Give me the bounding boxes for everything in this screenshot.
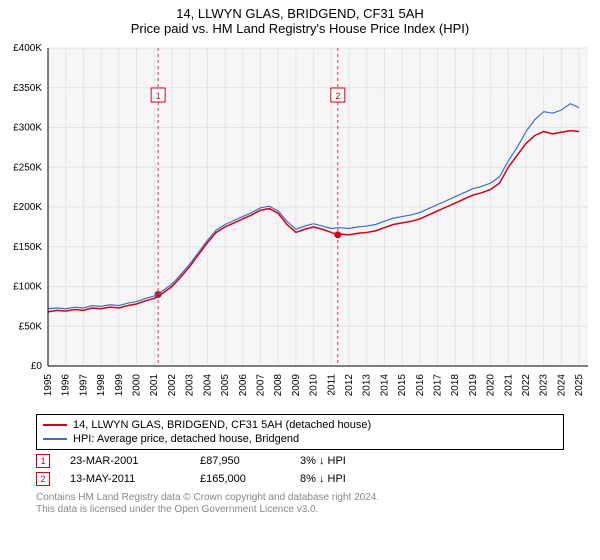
svg-text:£250K: £250K bbox=[13, 162, 42, 173]
svg-text:2013: 2013 bbox=[362, 374, 373, 397]
event-delta: 3% ↓ HPI bbox=[300, 455, 346, 467]
svg-text:2001: 2001 bbox=[149, 374, 160, 397]
svg-text:£100K: £100K bbox=[13, 282, 42, 293]
chart-subtitle: Price paid vs. HM Land Registry's House … bbox=[0, 21, 600, 40]
svg-text:£150K: £150K bbox=[13, 242, 42, 253]
svg-text:1999: 1999 bbox=[114, 374, 125, 397]
svg-text:1998: 1998 bbox=[96, 374, 107, 397]
svg-text:2012: 2012 bbox=[344, 374, 355, 397]
svg-text:2004: 2004 bbox=[202, 374, 213, 397]
svg-text:2007: 2007 bbox=[255, 374, 266, 397]
event-date: 23-MAR-2001 bbox=[70, 455, 180, 467]
event-delta: 8% ↓ HPI bbox=[300, 473, 346, 485]
svg-text:2020: 2020 bbox=[486, 374, 497, 397]
svg-text:2006: 2006 bbox=[238, 374, 249, 397]
event-price: £165,000 bbox=[200, 473, 280, 485]
footer-line: This data is licensed under the Open Gov… bbox=[36, 504, 564, 516]
legend-label: 14, LLWYN GLAS, BRIDGEND, CF31 5AH (deta… bbox=[73, 418, 371, 432]
footer-line: Contains HM Land Registry data © Crown c… bbox=[36, 492, 564, 504]
svg-text:£200K: £200K bbox=[13, 202, 42, 213]
svg-text:2010: 2010 bbox=[309, 374, 320, 397]
svg-text:2023: 2023 bbox=[539, 374, 550, 397]
legend-row: 14, LLWYN GLAS, BRIDGEND, CF31 5AH (deta… bbox=[43, 418, 557, 432]
svg-text:£50K: £50K bbox=[19, 321, 43, 332]
event-row: 2 13-MAY-2011 £165,000 8% ↓ HPI bbox=[36, 470, 564, 488]
svg-text:2021: 2021 bbox=[503, 374, 514, 397]
svg-text:£300K: £300K bbox=[13, 123, 42, 134]
legend-label: HPI: Average price, detached house, Brid… bbox=[73, 432, 299, 446]
address-title: 14, LLWYN GLAS, BRIDGEND, CF31 5AH bbox=[0, 0, 600, 21]
svg-text:2022: 2022 bbox=[521, 374, 532, 397]
event-price: £87,950 bbox=[200, 455, 280, 467]
svg-text:2002: 2002 bbox=[167, 374, 178, 397]
legend-row: HPI: Average price, detached house, Brid… bbox=[43, 432, 557, 446]
svg-text:2017: 2017 bbox=[433, 374, 444, 397]
event-row: 1 23-MAR-2001 £87,950 3% ↓ HPI bbox=[36, 452, 564, 470]
svg-text:2009: 2009 bbox=[291, 374, 302, 397]
svg-text:£0: £0 bbox=[31, 361, 43, 372]
svg-text:£400K: £400K bbox=[13, 43, 42, 54]
svg-text:1: 1 bbox=[156, 91, 161, 101]
event-table: 1 23-MAR-2001 £87,950 3% ↓ HPI 2 13-MAY-2011 £… bbox=[36, 452, 564, 488]
svg-text:2015: 2015 bbox=[397, 374, 408, 397]
event-marker: 1 bbox=[36, 454, 50, 468]
svg-text:2025: 2025 bbox=[574, 374, 585, 397]
svg-text:2008: 2008 bbox=[273, 374, 284, 397]
svg-text:2018: 2018 bbox=[450, 374, 461, 397]
svg-text:1997: 1997 bbox=[78, 374, 89, 397]
svg-text:1996: 1996 bbox=[61, 374, 72, 397]
svg-text:2014: 2014 bbox=[379, 374, 390, 397]
svg-text:2024: 2024 bbox=[556, 374, 567, 397]
svg-text:1995: 1995 bbox=[43, 374, 54, 397]
legend: 14, LLWYN GLAS, BRIDGEND, CF31 5AH (deta… bbox=[36, 414, 564, 450]
event-marker: 2 bbox=[36, 472, 50, 486]
svg-text:2011: 2011 bbox=[326, 374, 337, 396]
svg-text:2019: 2019 bbox=[468, 374, 479, 397]
legend-swatch bbox=[43, 438, 67, 440]
svg-text:2005: 2005 bbox=[220, 374, 231, 397]
footer-attribution: Contains HM Land Registry data © Crown c… bbox=[36, 492, 564, 516]
svg-text:2000: 2000 bbox=[132, 374, 143, 397]
svg-text:2003: 2003 bbox=[185, 374, 196, 397]
svg-text:2016: 2016 bbox=[415, 374, 426, 397]
price-chart: £0 £50K £100K £150K £200K £250K £300K £350K £400… bbox=[0, 40, 600, 410]
legend-swatch bbox=[43, 424, 67, 426]
svg-text:2: 2 bbox=[335, 91, 340, 101]
event-date: 13-MAY-2011 bbox=[70, 473, 180, 485]
svg-text:£350K: £350K bbox=[13, 83, 42, 94]
